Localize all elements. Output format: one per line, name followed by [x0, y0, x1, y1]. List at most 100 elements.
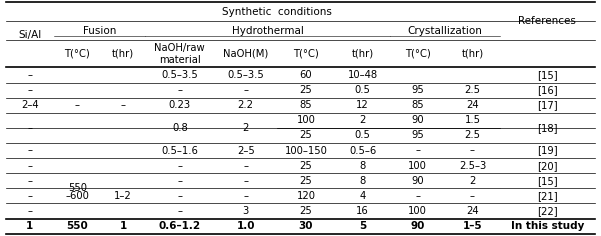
Text: 2.5: 2.5 — [465, 131, 480, 140]
Text: References: References — [519, 16, 576, 26]
Text: –: – — [243, 161, 248, 171]
Text: –: – — [27, 123, 32, 133]
Text: –: – — [470, 191, 475, 201]
Text: 0.5–1.6: 0.5–1.6 — [161, 146, 198, 156]
Text: t(hr): t(hr) — [112, 49, 134, 59]
Text: 100: 100 — [408, 161, 427, 171]
Text: –: – — [415, 146, 420, 156]
Text: –: – — [27, 206, 32, 216]
Text: NaOH(M): NaOH(M) — [223, 49, 268, 59]
Text: –: – — [243, 85, 248, 95]
Text: 24: 24 — [466, 100, 479, 110]
Text: 4: 4 — [359, 191, 366, 201]
Text: –: – — [243, 176, 248, 186]
Text: 100: 100 — [296, 115, 316, 125]
Text: –: – — [27, 146, 32, 156]
Text: 25: 25 — [300, 131, 313, 140]
Text: 90: 90 — [411, 176, 424, 186]
Text: Fusion: Fusion — [82, 26, 116, 36]
Text: 16: 16 — [356, 206, 369, 216]
Text: [15]: [15] — [537, 70, 558, 80]
Text: –: – — [27, 191, 32, 201]
Text: Si/Al: Si/Al — [18, 30, 41, 40]
Text: 1–5: 1–5 — [463, 221, 482, 231]
Text: [16]: [16] — [537, 85, 558, 95]
Text: 100–150: 100–150 — [284, 146, 328, 156]
Text: T(°C): T(°C) — [64, 49, 90, 59]
Text: 85: 85 — [300, 100, 313, 110]
Text: 2.5: 2.5 — [465, 85, 480, 95]
Text: –: – — [177, 176, 182, 186]
Text: 30: 30 — [299, 221, 313, 231]
Text: 1–2: 1–2 — [114, 191, 132, 201]
Text: 0.8: 0.8 — [172, 123, 188, 133]
Text: 12: 12 — [356, 100, 369, 110]
Text: –: – — [177, 161, 182, 171]
Text: 0.23: 0.23 — [169, 100, 191, 110]
Text: 1: 1 — [120, 221, 127, 231]
Text: 2–4: 2–4 — [21, 100, 38, 110]
Text: 24: 24 — [466, 206, 479, 216]
Text: NaOH/raw
material: NaOH/raw material — [154, 43, 205, 65]
Text: –: – — [415, 191, 420, 201]
Text: 0.5: 0.5 — [355, 131, 371, 140]
Text: T(°C): T(°C) — [404, 49, 430, 59]
Text: 120: 120 — [296, 191, 316, 201]
Text: [21]: [21] — [537, 191, 558, 201]
Text: 1: 1 — [26, 221, 34, 231]
Text: 5: 5 — [359, 221, 367, 231]
Text: 2.2: 2.2 — [237, 100, 254, 110]
Text: 25: 25 — [300, 161, 313, 171]
Text: In this study: In this study — [511, 221, 584, 231]
Text: –: – — [243, 191, 248, 201]
Text: T(°C): T(°C) — [293, 49, 319, 59]
Text: 1.0: 1.0 — [236, 221, 255, 231]
Text: 8: 8 — [359, 161, 366, 171]
Text: –: – — [27, 85, 32, 95]
Text: 3: 3 — [242, 206, 249, 216]
Text: 100: 100 — [408, 206, 427, 216]
Text: [17]: [17] — [537, 100, 558, 110]
Text: [18]: [18] — [537, 123, 558, 133]
Text: –: – — [27, 161, 32, 171]
Text: 0.5–3.5: 0.5–3.5 — [227, 70, 264, 80]
Text: –: – — [75, 100, 80, 110]
Text: 550: 550 — [68, 183, 87, 193]
Text: 2: 2 — [242, 123, 249, 133]
Text: 2.5–3: 2.5–3 — [459, 161, 486, 171]
Text: 0.5–6: 0.5–6 — [349, 146, 376, 156]
Text: 90: 90 — [411, 115, 424, 125]
Text: –600: –600 — [66, 191, 90, 201]
Text: 85: 85 — [411, 100, 424, 110]
Text: 0.6–1.2: 0.6–1.2 — [159, 221, 201, 231]
Text: Synthetic  conditions: Synthetic conditions — [222, 7, 332, 17]
Text: Hydrothermal: Hydrothermal — [231, 26, 304, 36]
Text: 95: 95 — [411, 131, 424, 140]
Text: 25: 25 — [300, 176, 313, 186]
Text: 0.5: 0.5 — [355, 85, 371, 95]
Text: 2: 2 — [359, 115, 366, 125]
Text: [19]: [19] — [537, 146, 558, 156]
Text: [20]: [20] — [537, 161, 558, 171]
Text: –: – — [177, 85, 182, 95]
Text: 2–5: 2–5 — [237, 146, 254, 156]
Text: 2: 2 — [469, 176, 475, 186]
Text: –: – — [177, 206, 182, 216]
Text: –: – — [177, 191, 182, 201]
Text: 25: 25 — [300, 206, 313, 216]
Text: 8: 8 — [359, 176, 366, 186]
Text: t(hr): t(hr) — [352, 49, 374, 59]
Text: 0.5–3.5: 0.5–3.5 — [162, 70, 198, 80]
Text: –: – — [27, 176, 32, 186]
Text: –: – — [470, 146, 475, 156]
Text: 60: 60 — [300, 70, 313, 80]
Text: 25: 25 — [300, 85, 313, 95]
Text: 10–48: 10–48 — [347, 70, 378, 80]
Text: –: – — [121, 100, 126, 110]
Text: 1.5: 1.5 — [465, 115, 480, 125]
Text: 550: 550 — [67, 221, 88, 231]
Text: t(hr): t(hr) — [462, 49, 483, 59]
Text: 95: 95 — [411, 85, 424, 95]
Text: [15]: [15] — [537, 176, 558, 186]
Text: 90: 90 — [410, 221, 425, 231]
